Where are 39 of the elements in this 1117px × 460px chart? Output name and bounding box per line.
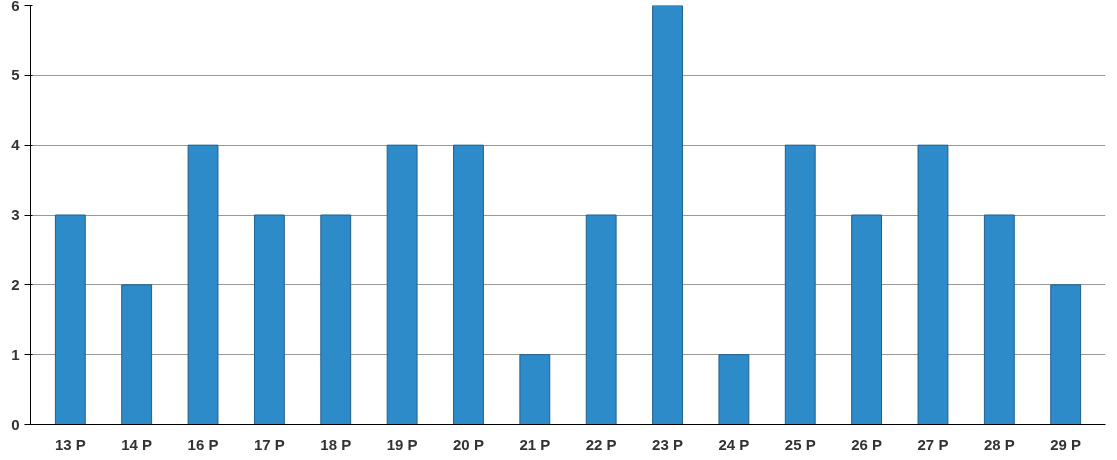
x-tick-label: 23 P [652, 435, 683, 453]
y-tick-label: 4 [11, 136, 21, 154]
bar [917, 144, 949, 425]
bar [983, 214, 1015, 425]
bar [1050, 284, 1082, 425]
x-tick-label: 29 P [1050, 435, 1082, 453]
x-tick-label: 22 P [585, 435, 617, 453]
bar [453, 144, 484, 425]
bar [851, 214, 883, 425]
y-tick-label: 3 [11, 206, 20, 223]
x-tick-label: 28 P [983, 435, 1015, 453]
bar [320, 214, 352, 425]
x-tick-label: 21 P [519, 435, 551, 453]
bar [121, 284, 153, 425]
x-tick-label: 27 P [917, 435, 949, 453]
x-tick-label: 20 P [453, 435, 484, 453]
bar [585, 214, 617, 425]
bar [718, 354, 750, 425]
bar [784, 144, 816, 425]
y-tick-label: 5 [11, 66, 20, 84]
y-tick-label: 2 [11, 275, 20, 293]
y-tick-label: 6 [11, 0, 20, 14]
bar [54, 214, 86, 425]
bar [519, 354, 551, 425]
bar [386, 144, 418, 425]
bar [652, 5, 683, 425]
y-tick-label: 0 [11, 415, 20, 433]
x-tick-label: 26 P [851, 435, 883, 453]
x-tick-label: 18 P [320, 435, 352, 453]
x-tick-label: 24 P [718, 435, 750, 453]
x-tick-label: 19 P [386, 435, 418, 453]
x-tick-label: 17 P [253, 435, 285, 453]
bar [187, 144, 219, 425]
x-tick-label: 14 P [121, 435, 153, 453]
bar [253, 214, 285, 425]
x-tick-label: 16 P [187, 435, 219, 453]
x-tick-label: 25 P [784, 435, 816, 453]
y-tick-label: 1 [11, 345, 20, 363]
x-tick-label: 13 P [54, 435, 86, 453]
